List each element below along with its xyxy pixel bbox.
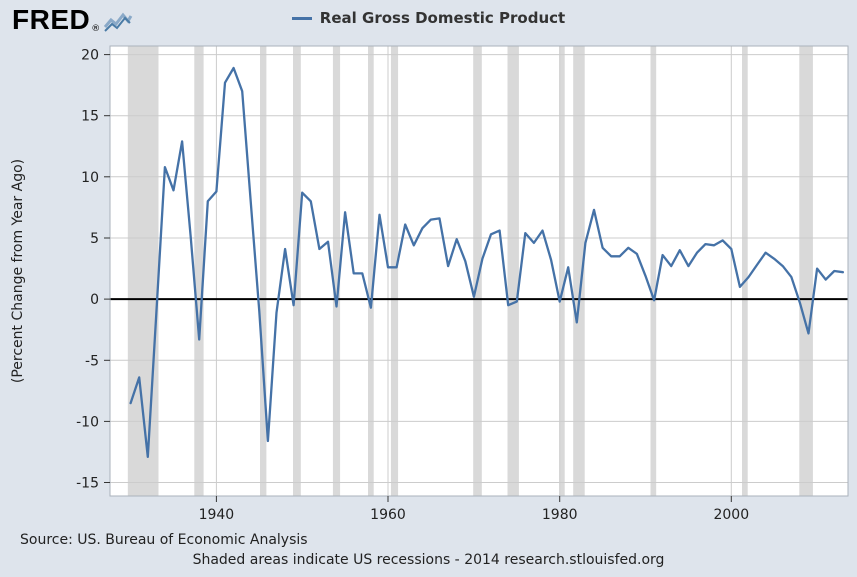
recession-band [650, 46, 657, 496]
y-tick-label: 0 [90, 292, 99, 308]
recession-band [390, 46, 399, 496]
fred-logo-chart-icon [104, 12, 133, 32]
recession-band [507, 46, 519, 496]
recession-band [573, 46, 585, 496]
recession-note: Shaded areas indicate US recessions - 20… [192, 552, 665, 568]
legend-label: Real Gross Domestic Product [319, 9, 566, 27]
y-tick-label: 10 [81, 170, 99, 186]
gdp-line-chart: -15 -10 -5 0 5 10 15 20 1940 1960 1980 2000 (Percent… [10, 45, 849, 523]
x-tick-label: 1960 [370, 507, 406, 523]
fred-logo: FRED ® [12, 6, 133, 34]
recession-band [368, 46, 374, 496]
y-tick-label: 20 [81, 48, 99, 64]
y-tick-label: -15 [76, 476, 99, 492]
recession-band [473, 46, 482, 496]
source-note: Source: US. Bureau of Economic Analysis [20, 532, 308, 548]
y-tick-label: 15 [81, 109, 99, 125]
registered-mark: ® [91, 24, 101, 34]
recession-band [742, 46, 748, 496]
chart-footer: Source: US. Bureau of Economic Analysis … [0, 530, 857, 568]
chart-header: FRED ® Real Gross Domestic Product [0, 0, 857, 38]
legend-line-swatch [291, 16, 312, 20]
recession-band [194, 46, 204, 496]
y-axis-title: (Percent Change from Year Ago) [10, 159, 26, 383]
x-tick-label: 1980 [542, 507, 578, 523]
recession-band [127, 46, 159, 496]
recession-band [332, 46, 341, 496]
y-tick-label: -5 [85, 353, 99, 369]
recession-band [559, 46, 565, 496]
recession-band [260, 46, 267, 496]
x-tick-label: 2000 [713, 507, 749, 523]
gdp-series-line [129, 66, 845, 459]
plot-border [109, 45, 849, 497]
y-tick-label: 5 [90, 231, 99, 247]
y-tick-label: -10 [76, 414, 99, 430]
x-tick-label: 1940 [199, 507, 235, 523]
fred-logo-text: FRED [12, 4, 91, 35]
recession-band [799, 46, 813, 496]
